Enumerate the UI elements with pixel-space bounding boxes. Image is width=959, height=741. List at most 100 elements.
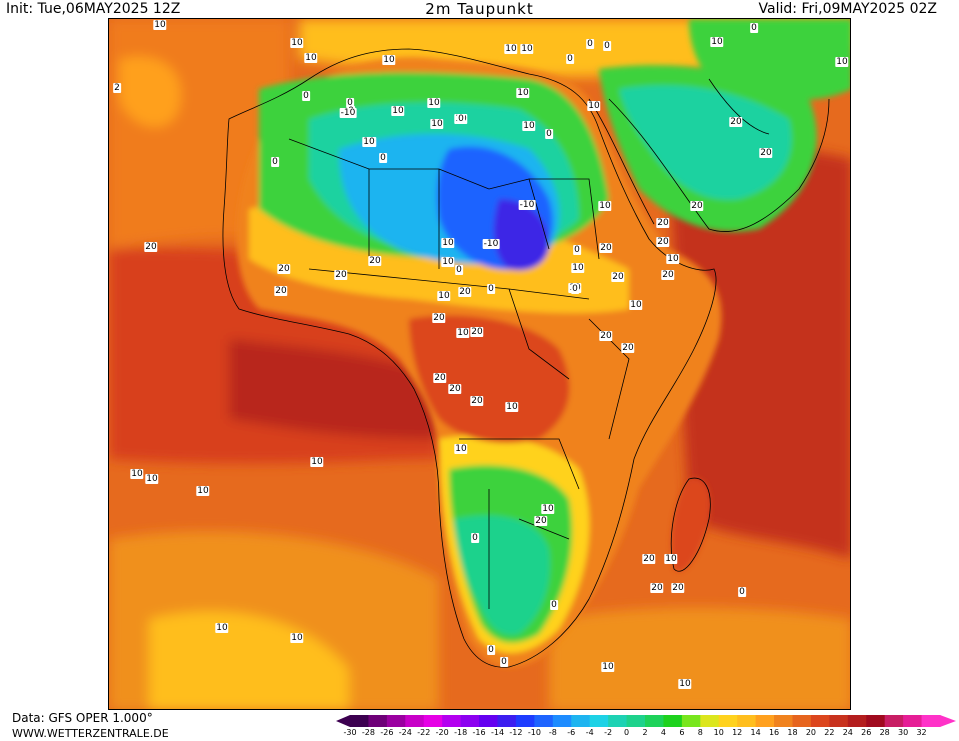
colorbar-tick-label: -26 [380,728,394,737]
contour-label: 10 [456,328,470,338]
contour-label: 0 [603,41,611,51]
border-8 [459,438,580,490]
colorbar-swatch [700,715,720,727]
contour-label: 10 [835,57,849,67]
colorbar-tick-label: -8 [548,728,557,737]
contour-label: 0 [271,157,279,167]
colorbar-tick-label: 8 [697,728,703,737]
contour-label: 10 [130,469,144,479]
contour-label: 20 [277,264,291,274]
colorbar-swatch [589,715,609,727]
colorbar-tick-label: 28 [879,728,890,737]
colorbar-tick-label: 24 [842,728,853,737]
website-credit: WWW.WETTERZENTRALE.DE [12,727,169,740]
border-5 [529,178,600,260]
colorbar: -30 -28 -26 -24 -22 -20 -18 -16 -14 -12 -10 -8 -6 -4-… [336,713,958,741]
contour-label: 20 [621,343,635,353]
colorbar-swatch [386,715,406,727]
colorbar-right-arrow [940,715,956,727]
colorbar-swatch [515,715,535,727]
colorbar-tick-label: 10 [713,728,724,737]
colorbar-swatch [866,715,886,727]
madagascar-outline [670,477,711,572]
contour-label: 10 [437,291,451,301]
colorbar-swatch [534,715,554,727]
iran-green [689,19,850,100]
colorbar-tick-label: 26 [861,728,872,737]
contour-label: 20 [144,242,158,252]
contour-label: 0 [471,533,479,543]
contour-label: 10 [664,554,678,564]
colorbar-tick-label: -28 [361,728,375,737]
africa-coastline [222,48,717,668]
colorbar-left-arrow [336,715,350,727]
south-indian-mild [549,607,850,709]
contour-label: 10 [504,44,518,54]
colorbar-tick-label: 30 [898,728,909,737]
central-africa-warm [409,315,570,443]
contour-label: 10 [598,201,612,211]
colorbar-swatch [497,715,517,727]
colorbar-swatch [663,715,683,727]
contour-label: 20 [642,554,656,564]
contour-label: 20 [671,583,685,593]
border-7 [508,288,570,380]
contour-label: 0 [500,657,508,667]
contour-label: 20 [611,272,625,282]
contour-label: 10 [153,20,167,30]
colorbar-tick-label: -14 [490,728,505,737]
colorbar-swatch [774,715,793,727]
colorbar-tick-label: 20 [805,728,817,737]
border-10 [518,518,570,540]
contour-label: 10 [571,263,585,273]
contour-label: 10 [587,101,601,111]
contour-label: 0 [750,23,758,33]
contour-label: 20 [729,117,743,127]
contour-label: 0 [571,284,579,294]
colorbar-tick-label: -20 [435,728,449,737]
contour-label: 20 [334,270,348,280]
dewpoint-map: 10101000010101001010102100-1010100010010… [108,18,851,710]
colorbar-swatch [442,715,462,727]
canaries-yellow [119,56,181,128]
contour-label: 10 [215,623,229,633]
contour-label: -10 [518,200,536,210]
contour-label: 0 [346,98,354,108]
colorbar-tick-label: -16 [472,728,486,737]
contour-label: 10 [505,402,519,412]
contour-label: 10 [290,38,304,48]
contour-label: 20 [458,287,472,297]
contour-label: 10 [678,679,692,689]
contour-label: 10 [304,53,318,63]
contour-label: 10 [666,254,680,264]
contour-label: -10 [482,239,500,249]
contour-label: 0 [457,114,465,124]
contour-label: 0 [455,265,463,275]
contour-label: 20 [650,583,664,593]
colorbar-swatch [884,715,904,727]
contour-label: 0 [302,91,310,101]
gulf-guinea-hot [229,339,439,439]
colorbar-swatch [368,715,388,727]
contour-label: 10 [145,474,159,484]
contour-label: 0 [550,600,558,610]
map-canvas [109,19,850,709]
contour-label: 0 [379,153,387,163]
contour-label: 0 [573,245,581,255]
colorbar-swatch [718,715,738,727]
contour-label: 20 [368,256,382,266]
contour-label: 0 [487,645,495,655]
colorbar-swatch [903,715,923,727]
colorbar-swatch [423,715,443,727]
map-title: 2m Taupunkt [425,0,534,18]
colorbar-swatch [810,715,830,727]
contour-label: 2 [113,83,121,93]
arabia-teal [619,85,792,200]
contour-label: 10 [290,633,304,643]
colorbar-swatch [921,715,941,727]
colorbar-tick-label: 6 [679,728,685,737]
contour-label: 10 [516,88,530,98]
contour-label: 20 [448,384,462,394]
contour-label: 10 [430,119,444,129]
colorbar-tick-label: -24 [398,728,412,737]
